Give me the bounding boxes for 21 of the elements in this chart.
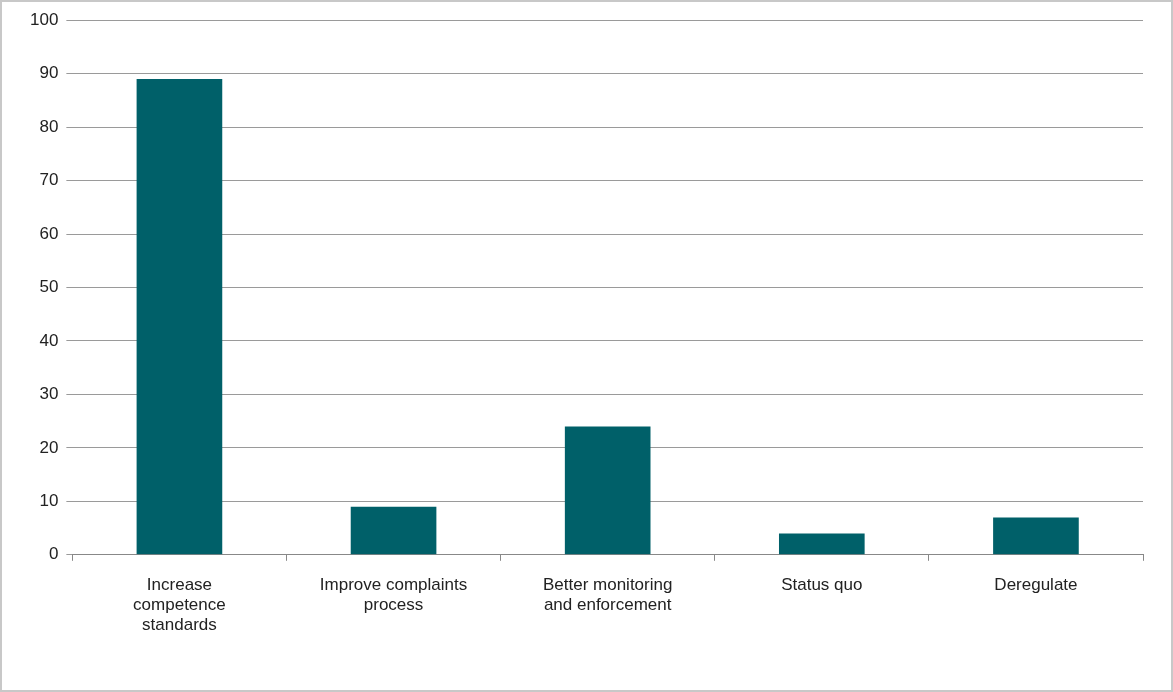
y-tick-label: 40	[39, 330, 59, 350]
bar	[564, 426, 651, 555]
x-tick-label: Status quo	[781, 574, 863, 594]
y-tick-label: 80	[39, 116, 59, 136]
bar	[778, 533, 865, 555]
y-tick-label: 10	[39, 491, 59, 511]
y-tick-label: 100	[29, 9, 59, 29]
y-tick-label: 30	[39, 384, 59, 404]
y-tick-label: 70	[39, 170, 59, 190]
x-tick-label: Better monitoring and enforcement	[542, 574, 673, 615]
y-tick-label: 60	[39, 223, 59, 243]
y-tick-label: 0	[48, 544, 59, 564]
y-tick-label: 90	[39, 63, 59, 83]
bar	[350, 506, 437, 555]
y-tick-label: 50	[39, 277, 59, 297]
bar	[993, 517, 1079, 555]
bar	[136, 79, 223, 555]
x-tick-label: Improve complaints process	[319, 574, 468, 615]
x-tick-label: Increase competence standards	[133, 574, 226, 635]
y-tick-label: 20	[39, 437, 59, 457]
x-tick-label: Deregulate	[994, 574, 1078, 594]
